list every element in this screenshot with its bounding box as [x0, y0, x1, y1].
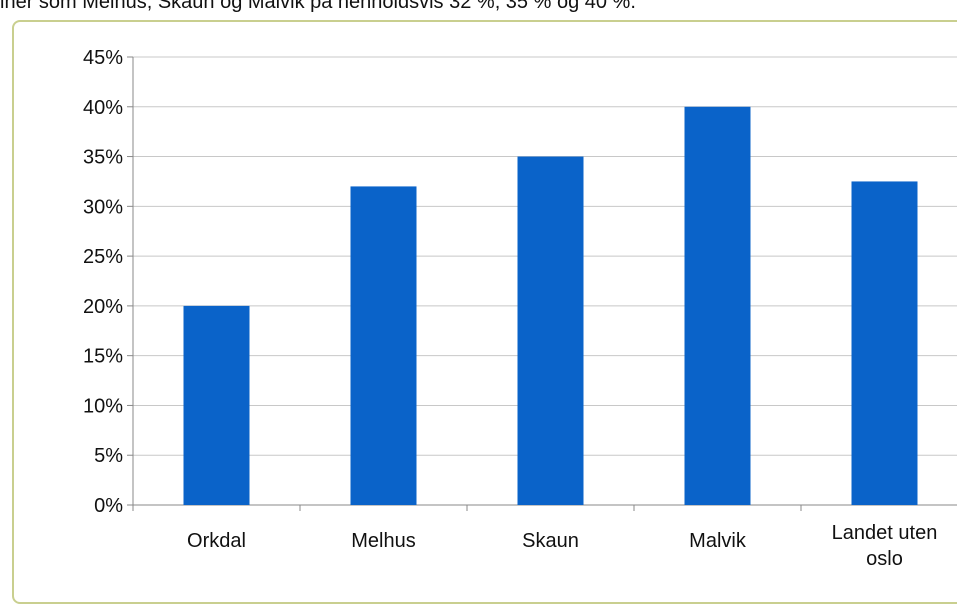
x-category-labels: Orkdal Melhus Skaun Malvik Landet uten oslo: [187, 522, 937, 570]
y-tick-label: 15%: [83, 346, 123, 368]
bar-skaun: [517, 156, 584, 506]
bar-malvik: [684, 106, 751, 506]
x-category-label: Skaun: [522, 530, 579, 552]
y-tick-label: 30%: [83, 196, 123, 218]
y-tick-label: 0%: [94, 495, 123, 517]
bar-landet-uten-oslo: [851, 181, 918, 505]
y-tick-label: 5%: [94, 445, 123, 467]
bar-melhus: [350, 186, 417, 505]
bar-orkdal: [183, 305, 250, 505]
y-tick-labels: 0% 5% 10% 15% 20% 25% 30% 35% 40% 45%: [83, 47, 123, 517]
y-tick-label: 40%: [83, 97, 123, 119]
bar-chart: 0% 5% 10% 15% 20% 25% 30% 35% 40% 45% Orkdal Melhu…: [83, 47, 957, 570]
bars: [183, 106, 918, 506]
x-category-label: Melhus: [351, 530, 415, 552]
y-tick-label: 10%: [83, 395, 123, 417]
x-category-label: Malvik: [689, 530, 747, 552]
y-tick-label: 45%: [83, 47, 123, 69]
x-category-label: Landet uten oslo: [832, 522, 938, 570]
x-category-label: Orkdal: [187, 530, 246, 552]
y-tick-label: 25%: [83, 246, 123, 268]
caption-text-fragment: iner som Melhus, Skaun og Malvik på henh…: [0, 0, 636, 13]
y-tick-label: 35%: [83, 147, 123, 169]
y-tick-label: 20%: [83, 296, 123, 318]
